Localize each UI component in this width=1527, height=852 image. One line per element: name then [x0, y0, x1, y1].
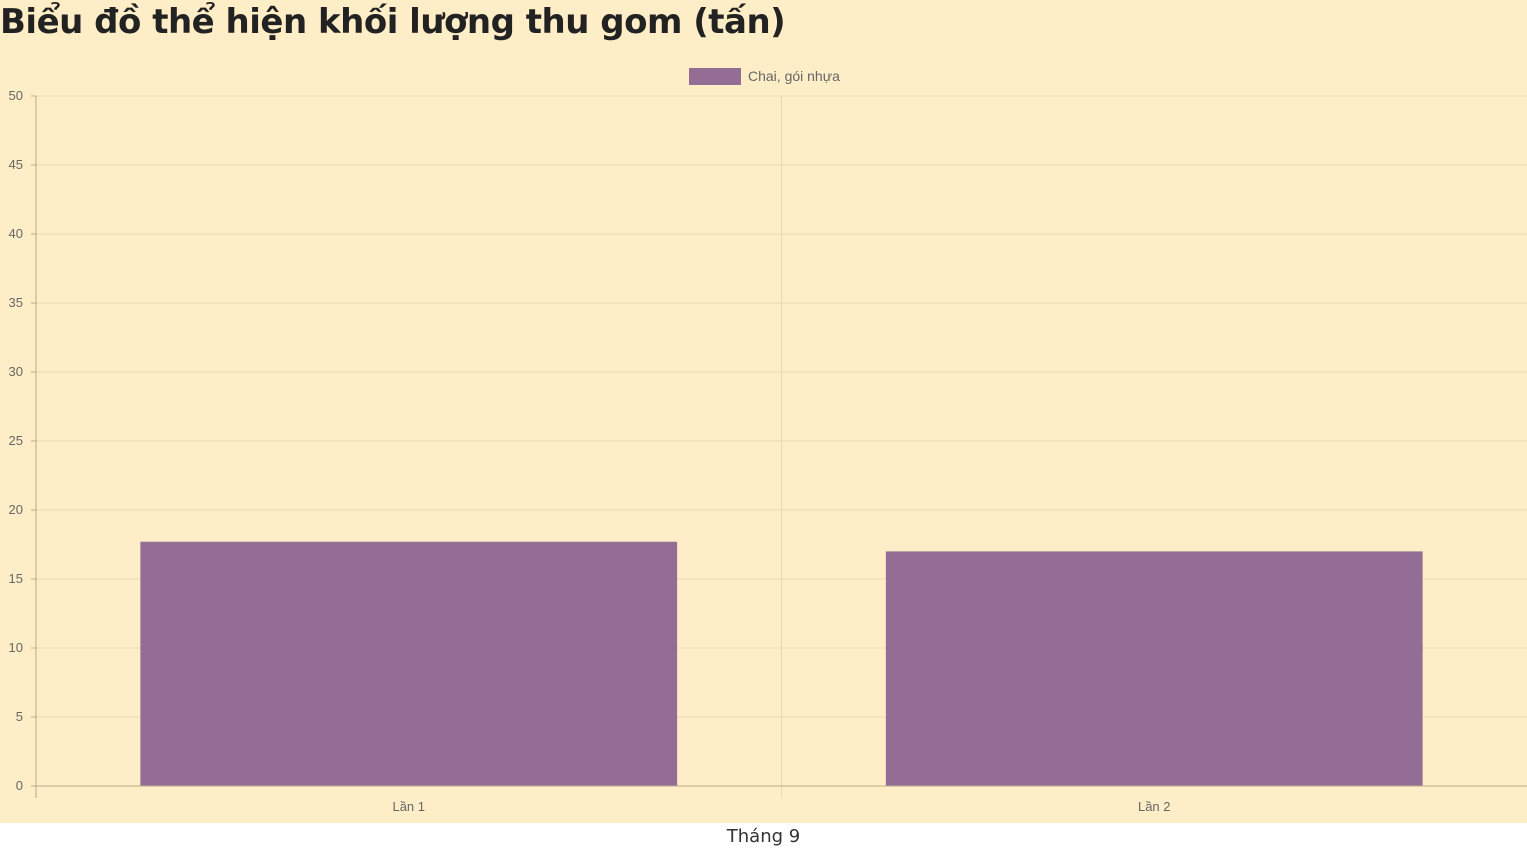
x-tick-label: Lần 2 [1138, 799, 1171, 814]
legend-swatch[interactable] [689, 68, 741, 85]
x-tick-label: Lần 1 [392, 799, 425, 814]
y-tick-label: 20 [9, 502, 23, 517]
y-tick-label: 45 [9, 157, 23, 172]
page-title: Biểu đồ thể hiện khối lượng thu gom (tấn… [0, 2, 786, 42]
legend[interactable]: Chai, gói nhựa [689, 68, 840, 85]
axis-layer: 0 5 10 15 20 25 30 35 40 45 50 Lần 1 Lần 2 [9, 88, 1527, 814]
y-tick-label: 25 [9, 433, 23, 448]
y-tick-label: 35 [9, 295, 23, 310]
y-tick-label: 0 [16, 778, 23, 793]
bar [885, 551, 1423, 786]
y-tick-label: 30 [9, 364, 23, 379]
y-tick-label: 50 [9, 88, 23, 103]
y-tick-label: 40 [9, 226, 23, 241]
chart-panel: Biểu đồ thể hiện khối lượng thu gom (tấn… [0, 0, 1527, 823]
chart-caption: Tháng 9 [726, 826, 801, 847]
bar-layer [140, 541, 1423, 786]
bar [140, 541, 678, 786]
y-tick-label: 10 [9, 640, 23, 655]
legend-label[interactable]: Chai, gói nhựa [748, 68, 840, 84]
bar-chart: 0 5 10 15 20 25 30 35 40 45 50 Lần 1 Lần 2 Chai, gói… [9, 68, 1527, 814]
y-tick-label: 5 [16, 709, 23, 724]
y-tick-label: 15 [9, 571, 23, 586]
